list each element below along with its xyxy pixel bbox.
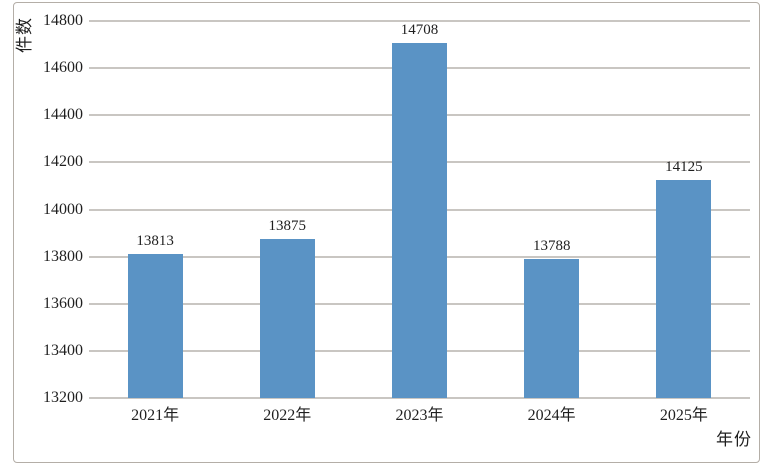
y-tick-label: 14000 xyxy=(43,200,83,218)
bar-value-label: 13788 xyxy=(532,238,571,255)
bar-value-label: 13813 xyxy=(136,232,174,249)
bar xyxy=(524,259,580,398)
y-tick-label: 14200 xyxy=(43,153,83,171)
bar xyxy=(656,180,712,398)
bar xyxy=(392,42,447,398)
x-tick-label: 2023年 xyxy=(395,407,444,424)
y-axis-title: 件数 xyxy=(15,17,34,53)
y-tick-label: 14400 xyxy=(43,106,83,124)
y-tick-label: 13200 xyxy=(43,389,83,406)
y-tick-label: 13800 xyxy=(43,247,83,265)
y-tick-label: 14800 xyxy=(43,12,83,29)
x-tick-label: 2022年 xyxy=(263,407,312,424)
bar xyxy=(127,253,183,398)
y-tick-label: 13600 xyxy=(43,294,83,312)
chart-border-frame xyxy=(13,2,760,463)
bar xyxy=(259,238,315,398)
x-axis-title: 年份 xyxy=(716,430,752,449)
bar-value-label: 14125 xyxy=(665,159,703,176)
bar-value-label: 13875 xyxy=(268,217,307,234)
x-tick-label: 2021年 xyxy=(131,407,180,424)
y-tick-label: 13400 xyxy=(43,341,83,359)
y-gridline xyxy=(89,20,750,22)
y-tick-label: 14600 xyxy=(43,59,83,77)
x-tick-label: 2024年 xyxy=(527,407,576,424)
x-tick-label: 2025年 xyxy=(659,407,708,424)
bar-value-label: 14708 xyxy=(400,21,439,38)
y-gridline xyxy=(89,397,750,399)
